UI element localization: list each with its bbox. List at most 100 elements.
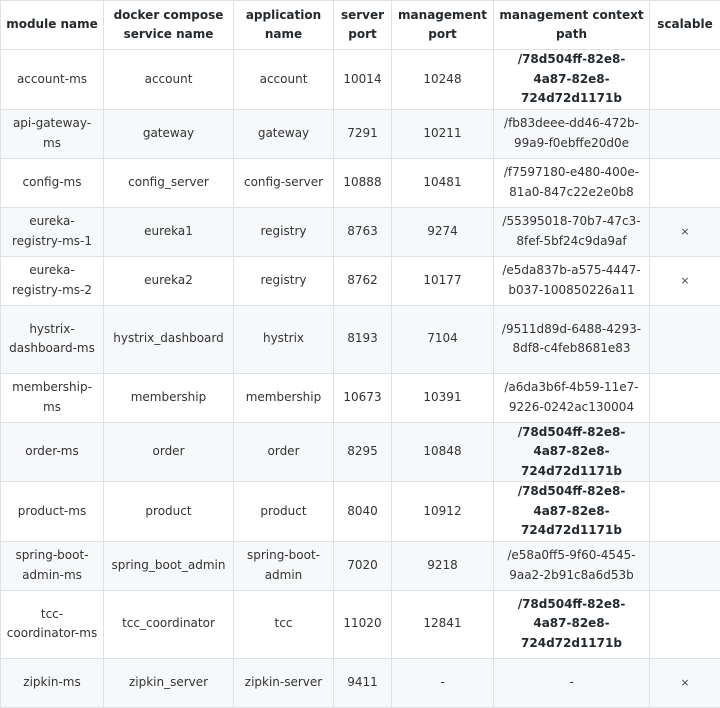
cell-server-port: 9411 <box>334 658 392 707</box>
cell-service-name: spring_boot_admin <box>104 541 234 590</box>
cell-module-name: api-gateway-ms <box>1 109 104 158</box>
cell-server-port: 8295 <box>334 422 392 482</box>
cell-management-context-path: /78d504ff-82e8-4a87-82e8-724d72d1171b <box>494 482 650 542</box>
cell-module-name: hystrix-dashboard-ms <box>1 305 104 373</box>
cell-server-port: 8762 <box>334 256 392 305</box>
header-row: module name docker compose service name … <box>1 1 720 50</box>
cell-server-port: 8193 <box>334 305 392 373</box>
cell-module-name: eureka-registry-ms-1 <box>1 207 104 256</box>
cell-management-port: 9218 <box>392 541 494 590</box>
cell-application-name: zipkin-server <box>234 658 334 707</box>
cell-management-port: 7104 <box>392 305 494 373</box>
cell-service-name: tcc_coordinator <box>104 590 234 658</box>
cell-server-port: 10014 <box>334 50 392 110</box>
cell-scalable <box>650 305 720 373</box>
cell-service-name: eureka1 <box>104 207 234 256</box>
cell-server-port: 8763 <box>334 207 392 256</box>
cell-management-port: 10391 <box>392 373 494 422</box>
cell-application-name: account <box>234 50 334 110</box>
cell-management-context-path: /78d504ff-82e8-4a87-82e8-724d72d1171b <box>494 590 650 658</box>
cell-application-name: order <box>234 422 334 482</box>
cell-module-name: account-ms <box>1 50 104 110</box>
cell-server-port: 10888 <box>334 158 392 207</box>
cell-management-port: 10481 <box>392 158 494 207</box>
header-module-name: module name <box>1 1 104 50</box>
cell-service-name: eureka2 <box>104 256 234 305</box>
cell-management-port: 10211 <box>392 109 494 158</box>
cell-scalable: × <box>650 256 720 305</box>
cell-server-port: 7020 <box>334 541 392 590</box>
cell-service-name: hystrix_dashboard <box>104 305 234 373</box>
cell-module-name: product-ms <box>1 482 104 542</box>
cell-service-name: product <box>104 482 234 542</box>
header-server-port: server port <box>334 1 392 50</box>
cell-scalable <box>650 50 720 110</box>
cell-scalable: × <box>650 207 720 256</box>
cell-module-name: config-ms <box>1 158 104 207</box>
cell-service-name: order <box>104 422 234 482</box>
cell-module-name: zipkin-ms <box>1 658 104 707</box>
cell-scalable <box>650 590 720 658</box>
cell-management-port: 9274 <box>392 207 494 256</box>
cell-server-port: 11020 <box>334 590 392 658</box>
cell-management-port: 10912 <box>392 482 494 542</box>
cell-management-context-path: /a6da3b6f-4b59-11e7-9226-0242ac130004 <box>494 373 650 422</box>
cell-scalable <box>650 158 720 207</box>
cell-scalable <box>650 109 720 158</box>
cell-management-context-path: /9511d89d-6488-4293-8df8-c4feb8681e83 <box>494 305 650 373</box>
header-management-port: management port <box>392 1 494 50</box>
cell-management-port: - <box>392 658 494 707</box>
cell-application-name: gateway <box>234 109 334 158</box>
cell-management-port: 10248 <box>392 50 494 110</box>
cell-management-port: 10177 <box>392 256 494 305</box>
header-scalable: scalable <box>650 1 720 50</box>
cell-application-name: tcc <box>234 590 334 658</box>
cell-server-port: 8040 <box>334 482 392 542</box>
cell-module-name: spring-boot-admin-ms <box>1 541 104 590</box>
cell-application-name: config-server <box>234 158 334 207</box>
cell-management-context-path: /f7597180-e480-400e-81a0-847c22e2e0b8 <box>494 158 650 207</box>
cell-management-context-path: /78d504ff-82e8-4a87-82e8-724d72d1171b <box>494 422 650 482</box>
cell-management-context-path: /55395018-70b7-47c3-8fef-5bf24c9da9af <box>494 207 650 256</box>
cell-management-context-path: - <box>494 658 650 707</box>
cell-application-name: registry <box>234 256 334 305</box>
cell-service-name: account <box>104 50 234 110</box>
cell-scalable <box>650 373 720 422</box>
cell-service-name: membership <box>104 373 234 422</box>
cell-module-name: tcc-coordinator-ms <box>1 590 104 658</box>
header-service-name: docker compose service name <box>104 1 234 50</box>
cell-service-name: config_server <box>104 158 234 207</box>
cell-service-name: zipkin_server <box>104 658 234 707</box>
cell-application-name: membership <box>234 373 334 422</box>
cell-scalable <box>650 541 720 590</box>
header-application-name: application name <box>234 1 334 50</box>
cell-management-context-path: /e5da837b-a575-4447-b037-100850226a11 <box>494 256 650 305</box>
cell-scalable: × <box>650 658 720 707</box>
cell-application-name: registry <box>234 207 334 256</box>
cell-management-context-path: /fb83deee-dd46-472b-99a9-f0ebffe20d0e <box>494 109 650 158</box>
cell-management-context-path: /e58a0ff5-9f60-4545-9aa2-2b91c8a6d53b <box>494 541 650 590</box>
cell-management-port: 12841 <box>392 590 494 658</box>
cell-server-port: 10673 <box>334 373 392 422</box>
cell-management-port: 10848 <box>392 422 494 482</box>
cell-module-name: eureka-registry-ms-2 <box>1 256 104 305</box>
cell-application-name: hystrix <box>234 305 334 373</box>
cell-scalable <box>650 422 720 482</box>
cell-application-name: spring-boot-admin <box>234 541 334 590</box>
cell-management-context-path: /78d504ff-82e8-4a87-82e8-724d72d1171b <box>494 50 650 110</box>
cell-scalable <box>650 482 720 542</box>
cell-service-name: gateway <box>104 109 234 158</box>
cell-application-name: product <box>234 482 334 542</box>
